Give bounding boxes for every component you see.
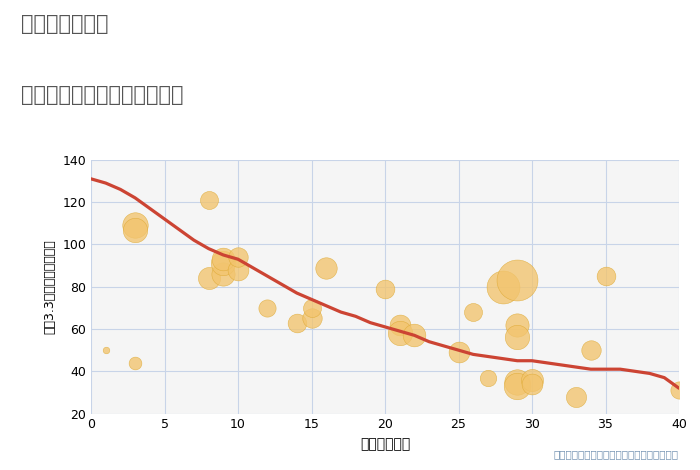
Text: 円の大きさは、取引のあった物件面積を示す: 円の大きさは、取引のあった物件面積を示す: [554, 449, 679, 459]
Point: [512, 276, 523, 284]
Point: [218, 256, 229, 263]
Point: [218, 259, 229, 267]
Point: [526, 380, 538, 388]
Point: [409, 332, 420, 339]
Point: [130, 222, 141, 229]
Point: [218, 270, 229, 278]
Point: [512, 378, 523, 385]
Point: [600, 273, 611, 280]
Point: [512, 383, 523, 390]
Point: [203, 274, 214, 282]
Point: [482, 374, 493, 382]
Point: [453, 349, 464, 356]
Point: [570, 393, 582, 400]
Point: [394, 321, 405, 329]
Point: [497, 283, 508, 290]
Text: 築年数別中古マンション価格: 築年数別中古マンション価格: [21, 85, 183, 105]
Point: [100, 346, 111, 354]
Point: [291, 319, 302, 327]
Point: [203, 196, 214, 204]
Point: [262, 304, 273, 312]
Point: [512, 321, 523, 329]
Y-axis label: 坪（3.3㎡）単価（万円）: 坪（3.3㎡）単価（万円）: [43, 239, 57, 334]
Point: [673, 386, 685, 394]
Text: 奈良県平城駅の: 奈良県平城駅の: [21, 14, 108, 34]
Point: [468, 308, 479, 316]
Point: [130, 226, 141, 234]
Point: [130, 359, 141, 367]
Point: [379, 285, 391, 292]
Point: [512, 334, 523, 341]
Point: [321, 264, 332, 272]
Point: [306, 304, 317, 312]
Point: [585, 346, 596, 354]
Point: [232, 253, 244, 261]
Point: [232, 266, 244, 274]
Point: [526, 376, 538, 384]
Point: [394, 329, 405, 337]
Point: [306, 315, 317, 322]
X-axis label: 築年数（年）: 築年数（年）: [360, 437, 410, 451]
